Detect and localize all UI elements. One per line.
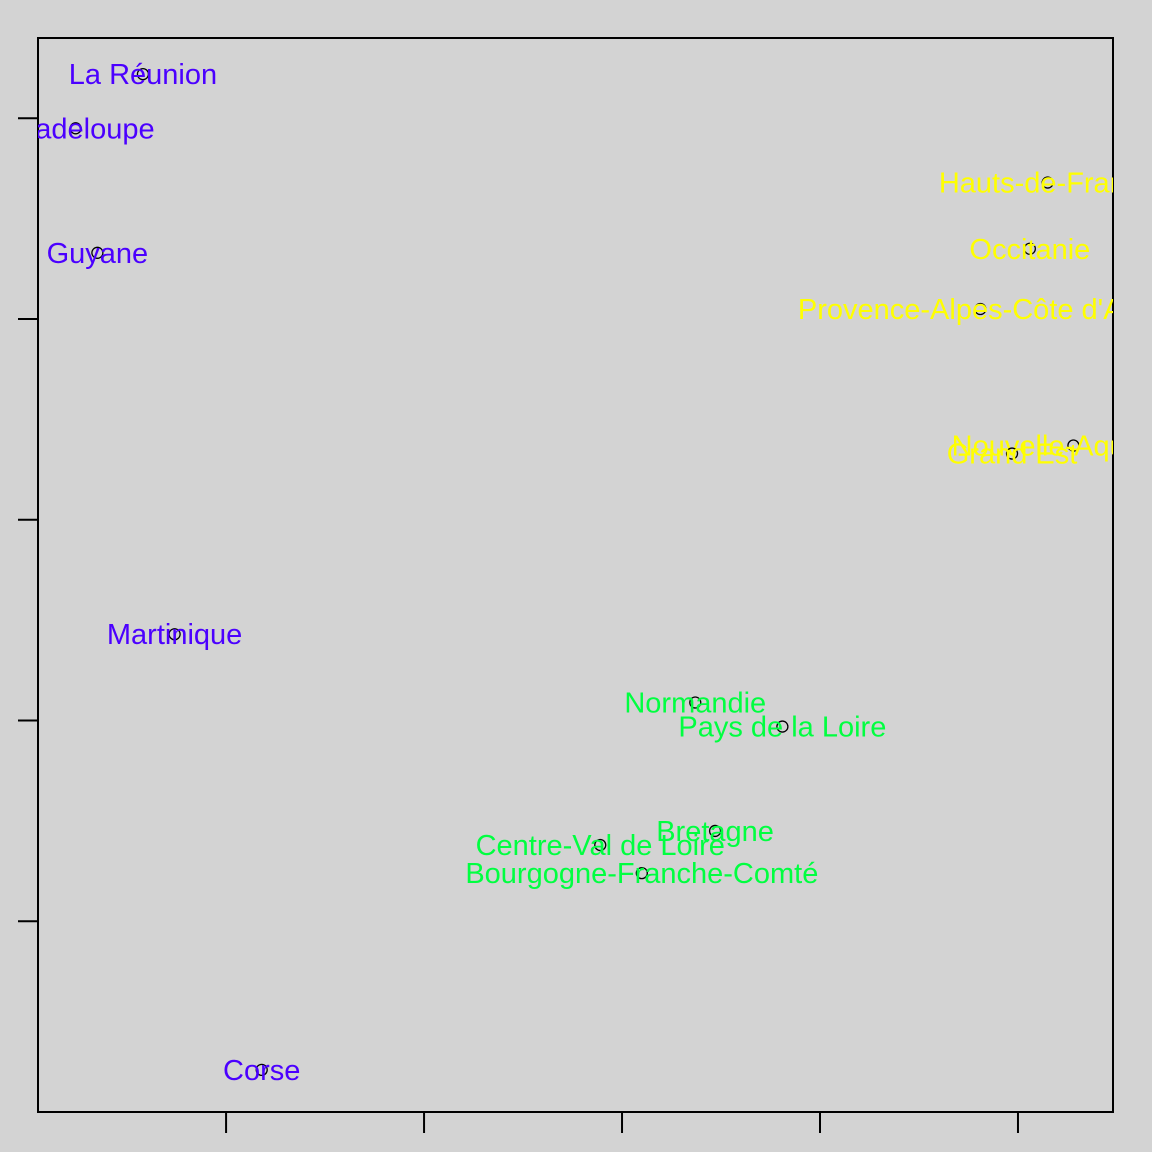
point-label: Martinique bbox=[107, 619, 242, 651]
point-label: Hauts-de-France bbox=[939, 168, 1152, 200]
point-label: La Réunion bbox=[69, 59, 217, 91]
data-point bbox=[1041, 176, 1054, 189]
data-point bbox=[1067, 439, 1080, 452]
data-point bbox=[708, 824, 722, 838]
data-point bbox=[91, 246, 104, 259]
point-label: Guyane bbox=[47, 238, 149, 270]
point-label: Occitanie bbox=[969, 234, 1090, 266]
data-point bbox=[776, 720, 789, 733]
data-point bbox=[69, 122, 82, 135]
data-point bbox=[594, 838, 607, 852]
point-label: Provence-Alpes-Côte d'Azur bbox=[798, 294, 1152, 326]
point-label: Guadeloupe bbox=[0, 113, 155, 145]
plot-marks: La Réunion Guadeloupe Guyane Martinique Cors… bbox=[0, 59, 1152, 1087]
data-point bbox=[168, 628, 181, 641]
y-axis-ticks bbox=[18, 117, 38, 923]
point-label: Bourgogne-Franche-Comté bbox=[465, 858, 818, 890]
x-axis-ticks bbox=[225, 1112, 1019, 1133]
point-label: Centre-Val de Loire bbox=[476, 830, 725, 862]
point-label: Grand Est bbox=[947, 439, 1078, 471]
data-point bbox=[689, 696, 702, 709]
data-point bbox=[136, 67, 150, 81]
data-point bbox=[635, 866, 648, 880]
point-label: Corse bbox=[223, 1055, 300, 1087]
point-label: Normandie bbox=[624, 687, 766, 719]
plot-frame bbox=[37, 37, 1114, 1113]
data-point bbox=[974, 302, 987, 316]
data-point bbox=[255, 1063, 268, 1076]
point-label: Pays de la Loire bbox=[678, 712, 886, 744]
data-point bbox=[1023, 242, 1037, 255]
data-point bbox=[1005, 447, 1019, 460]
point-label: Bretagne bbox=[656, 816, 774, 848]
point-label: Nouvelle-Aquitaine bbox=[952, 431, 1152, 463]
